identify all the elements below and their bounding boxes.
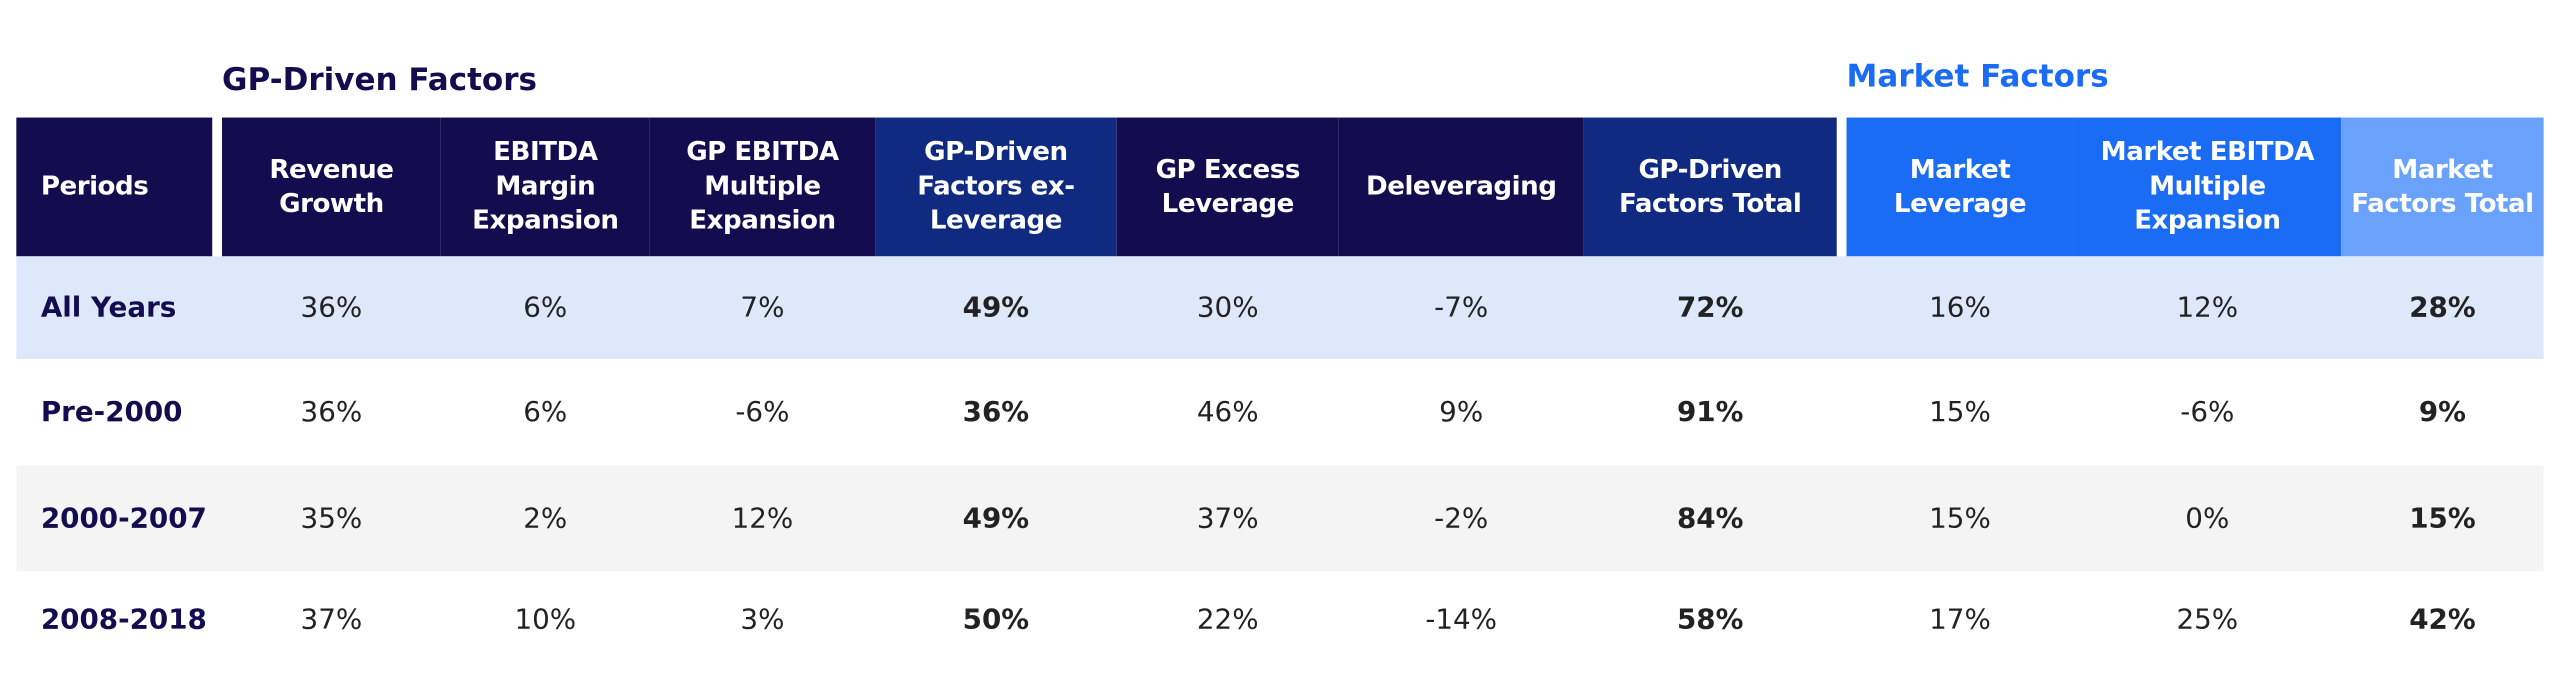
table-cell: 16%	[1929, 291, 1991, 325]
table-cell: 6%	[523, 395, 568, 429]
table-cell: 2000-2007	[40, 502, 207, 535]
table-cell: 0%	[2185, 502, 2230, 535]
table-cell: 37%	[1196, 502, 1259, 535]
table-cell: -14%	[1425, 604, 1498, 637]
row-background	[16, 359, 2544, 466]
table-cell: 2008-2018	[40, 604, 207, 637]
table-cell: 6%	[523, 291, 568, 325]
table-cell: 9%	[1439, 395, 1484, 429]
section-title: GP-Driven Factors	[222, 62, 537, 98]
table-cell: 2%	[523, 502, 568, 535]
table-cell: -2%	[1434, 502, 1489, 535]
header-cell: Market Factors Total	[2341, 117, 2544, 257]
table-cell: 91%	[1676, 395, 1744, 429]
table-cell: 84%	[1676, 502, 1744, 535]
table-cell: 28%	[2409, 291, 2476, 325]
table-cell: 15%	[1929, 502, 1991, 535]
table-cell: 58%	[1676, 604, 1744, 637]
table-cell: 49%	[962, 291, 1030, 325]
header-cell: Revenue Growth	[222, 117, 441, 257]
table-cell: 7%	[740, 291, 785, 325]
table-cell: 3%	[740, 604, 785, 637]
table-cell: -7%	[1434, 291, 1489, 325]
row-background	[16, 256, 2544, 360]
table-cell: Pre-2000	[40, 395, 183, 429]
table-cell: 15%	[1929, 395, 1991, 429]
header-cell: Market Leverage	[1846, 117, 2074, 257]
header-cell: EBITDA Margin Expansion	[440, 117, 650, 257]
table-cell: 72%	[1676, 291, 1744, 325]
table-cell: 50%	[962, 604, 1030, 637]
row-background	[16, 571, 2544, 670]
table-cell: 25%	[2176, 604, 2239, 637]
table-cell: 10%	[514, 604, 577, 637]
table-cell: 35%	[300, 502, 363, 535]
row-background	[16, 465, 2544, 572]
table-cell: 22%	[1196, 604, 1259, 637]
table-cell: 17%	[1929, 604, 1991, 637]
table-cell: 46%	[1196, 395, 1259, 429]
table-cell: 15%	[2409, 502, 2476, 535]
header-cell: Deleveraging	[1338, 117, 1584, 257]
table-cell: -6%	[735, 395, 790, 429]
header-cell: GP EBITDA Multiple Expansion	[649, 117, 876, 257]
header-cell: GP Excess Leverage	[1116, 117, 1339, 257]
header-cell: Market EBITDA Multiple Expansion	[2073, 117, 2342, 257]
table-cell: 42%	[2409, 604, 2476, 637]
table-cell: 36%	[300, 395, 363, 429]
header-cell: Periods	[16, 117, 213, 257]
header-cell: GP-Driven Factors ex-Leverage	[875, 117, 1117, 257]
table-cell: -6%	[2180, 395, 2235, 429]
table-cell: 12%	[731, 502, 794, 535]
table-cell: 37%	[300, 604, 363, 637]
table-cell: 36%	[962, 395, 1030, 429]
table-cell: 12%	[2176, 291, 2239, 325]
table-cell: All Years	[40, 291, 177, 325]
table-cell: 49%	[962, 502, 1030, 535]
header-cell: GP-Driven Factors Total	[1583, 117, 1837, 257]
table-cell: 9%	[2418, 395, 2467, 429]
table-cell: 36%	[300, 291, 363, 325]
section-title: Market Factors	[1846, 58, 2109, 95]
table-cell: 30%	[1196, 291, 1259, 325]
